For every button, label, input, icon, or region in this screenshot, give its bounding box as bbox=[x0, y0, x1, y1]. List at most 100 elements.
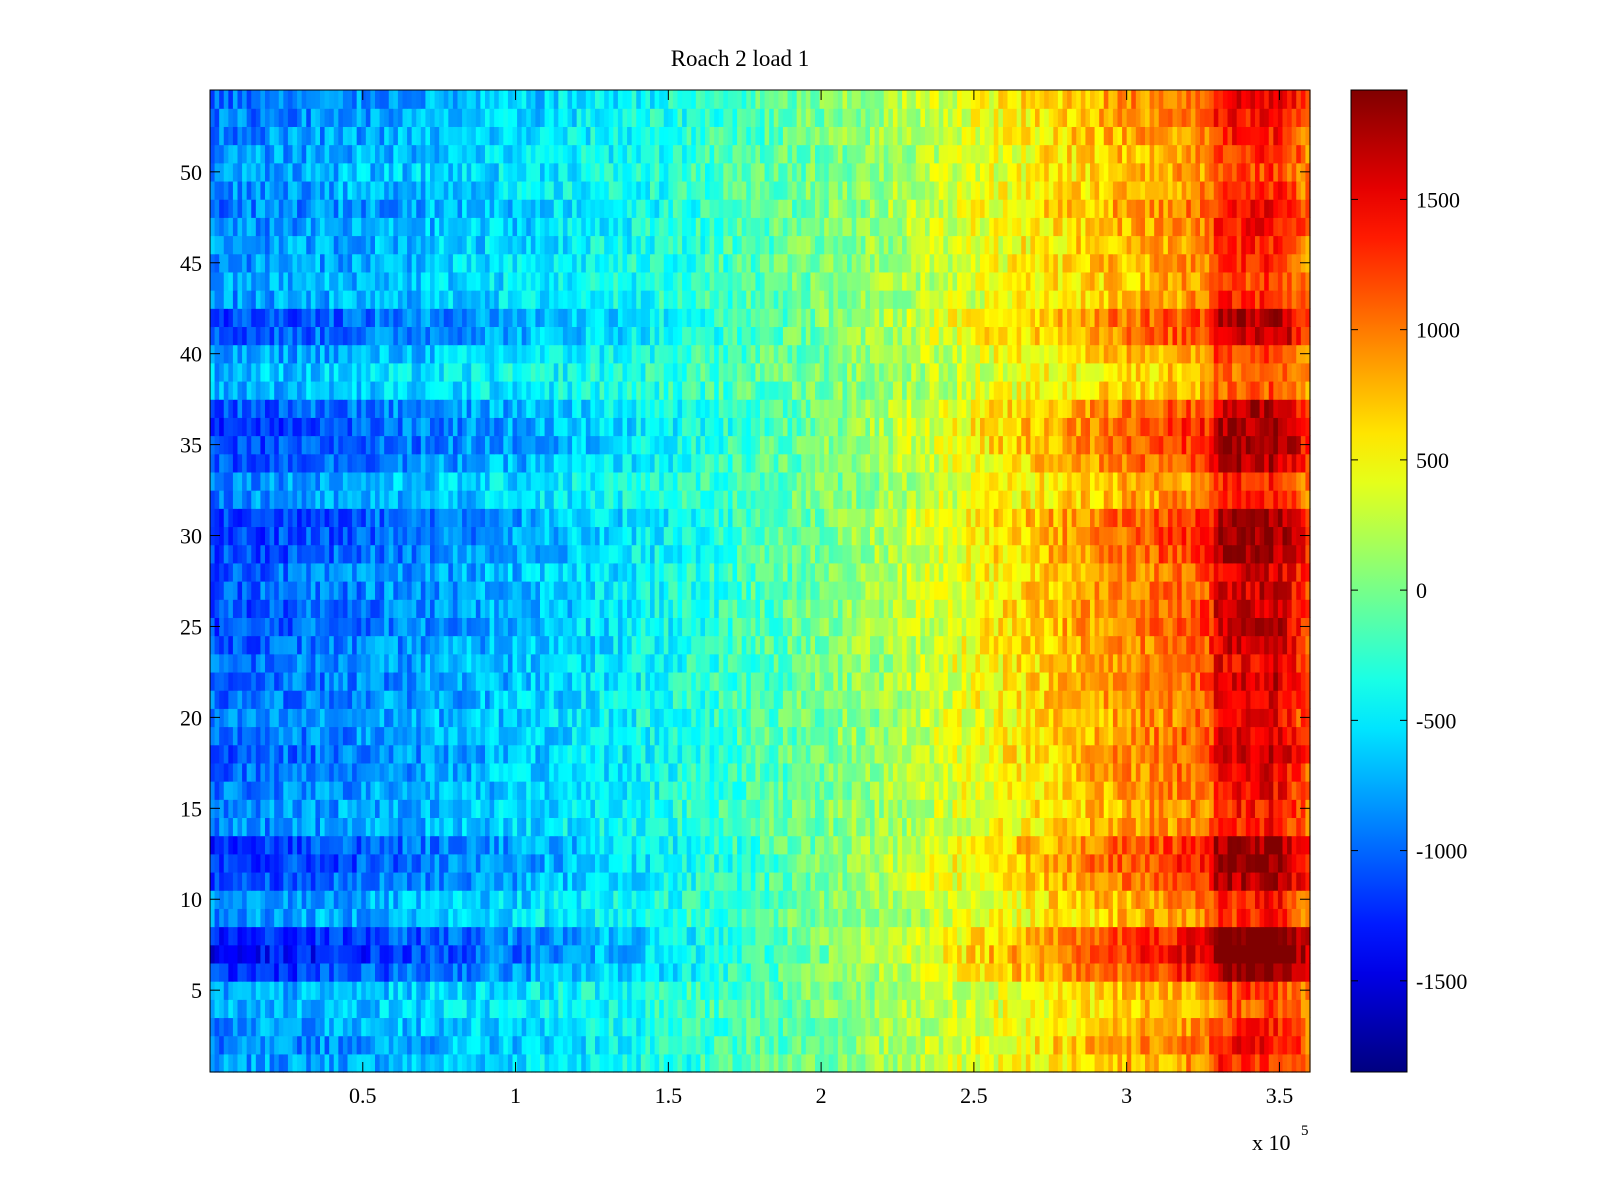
heatmap-cell bbox=[503, 817, 509, 837]
heatmap-cell bbox=[310, 799, 317, 819]
heatmap-cell bbox=[1181, 890, 1187, 909]
heatmap-cell bbox=[480, 1053, 486, 1073]
heatmap-cell bbox=[370, 781, 376, 800]
heatmap-cell bbox=[911, 1035, 917, 1055]
heatmap-cell bbox=[1195, 890, 1201, 909]
heatmap-cell bbox=[650, 726, 656, 746]
heatmap-cell bbox=[915, 762, 922, 782]
heatmap-cell bbox=[526, 690, 532, 709]
heatmap-cell bbox=[1273, 726, 1279, 746]
heatmap-cell bbox=[980, 817, 986, 837]
heatmap-cell bbox=[631, 926, 637, 946]
heatmap-cell bbox=[1025, 853, 1032, 873]
heatmap-cell bbox=[1282, 708, 1288, 728]
heatmap-cell bbox=[507, 908, 514, 928]
heatmap-cell bbox=[792, 1017, 798, 1037]
heatmap-cell bbox=[801, 944, 807, 964]
heatmap-cell bbox=[1200, 726, 1206, 746]
heatmap-cell bbox=[1035, 944, 1041, 964]
heatmap-cell bbox=[1030, 926, 1036, 946]
heatmap-cell bbox=[750, 708, 757, 728]
heatmap-cell bbox=[1195, 962, 1201, 982]
heatmap-cell bbox=[1053, 1017, 1059, 1037]
heatmap-cell bbox=[1255, 871, 1261, 891]
heatmap-cell bbox=[906, 962, 912, 982]
heatmap-cell bbox=[338, 690, 344, 709]
heatmap-cell bbox=[778, 817, 784, 837]
heatmap-cell bbox=[705, 708, 711, 728]
heatmap-cell bbox=[338, 835, 344, 855]
heatmap-cell bbox=[874, 835, 880, 855]
heatmap-cell bbox=[315, 871, 321, 891]
heatmap-cell bbox=[219, 744, 225, 764]
heatmap-cell bbox=[1282, 781, 1288, 800]
heatmap-cell bbox=[682, 908, 688, 928]
heatmap-cell bbox=[210, 726, 216, 746]
heatmap-cell bbox=[1062, 1035, 1068, 1055]
heatmap-cell bbox=[782, 1035, 789, 1055]
heatmap-cell bbox=[613, 853, 619, 873]
heatmap-cell bbox=[865, 1035, 871, 1055]
heatmap-cell bbox=[741, 871, 747, 891]
heatmap-cell bbox=[507, 871, 514, 891]
heatmap-cell bbox=[663, 781, 669, 800]
heatmap-cell bbox=[1250, 981, 1256, 1000]
heatmap-cell bbox=[1300, 908, 1307, 928]
heatmap-cell bbox=[1112, 853, 1119, 873]
heatmap-cell bbox=[402, 817, 408, 837]
heatmap-cell bbox=[828, 726, 834, 746]
heatmap-cell bbox=[420, 853, 427, 873]
heatmap-cell bbox=[379, 835, 385, 855]
heatmap-cell bbox=[1016, 981, 1022, 1000]
heatmap-cell bbox=[210, 817, 216, 837]
heatmap-cell bbox=[613, 908, 619, 928]
heatmap-cell bbox=[714, 890, 720, 909]
heatmap-cell bbox=[1277, 708, 1284, 728]
heatmap-cell bbox=[1213, 1017, 1219, 1037]
heatmap-cell bbox=[338, 853, 344, 873]
heatmap-cell bbox=[1021, 781, 1027, 800]
heatmap-cell bbox=[439, 835, 445, 855]
heatmap-cell bbox=[526, 871, 532, 891]
heatmap-cell bbox=[219, 726, 225, 746]
heatmap-cell bbox=[324, 708, 330, 728]
heatmap-cell bbox=[636, 1017, 642, 1037]
heatmap-cell bbox=[269, 908, 275, 928]
heatmap-cell bbox=[934, 1053, 940, 1073]
heatmap-cell bbox=[810, 926, 816, 946]
heatmap-cell bbox=[801, 817, 807, 837]
heatmap-cell bbox=[1126, 962, 1132, 982]
heatmap-cell bbox=[521, 981, 527, 1000]
heatmap-cell bbox=[764, 962, 770, 982]
heatmap-cell bbox=[407, 981, 413, 1000]
heatmap-cell bbox=[375, 999, 381, 1019]
heatmap-cell bbox=[741, 781, 747, 800]
heatmap-cell bbox=[682, 853, 688, 873]
heatmap-cell bbox=[1012, 726, 1018, 746]
heatmap-cell bbox=[1039, 908, 1045, 928]
heatmap-cell bbox=[966, 962, 972, 982]
heatmap-cell bbox=[1039, 871, 1045, 891]
heatmap-cell bbox=[595, 762, 601, 782]
heatmap-cell bbox=[260, 890, 266, 909]
heatmap-cell bbox=[443, 853, 449, 873]
heatmap-cell bbox=[1245, 762, 1252, 782]
heatmap-cell bbox=[1167, 835, 1174, 855]
heatmap-cell bbox=[439, 762, 445, 782]
heatmap-cell bbox=[847, 726, 853, 746]
heatmap-cell bbox=[324, 817, 330, 837]
heatmap-cell bbox=[920, 944, 926, 964]
heatmap-cell bbox=[1218, 817, 1224, 837]
heatmap-cell bbox=[1241, 926, 1247, 946]
heatmap-cell bbox=[915, 781, 922, 800]
heatmap-cell bbox=[636, 762, 642, 782]
heatmap-cell bbox=[622, 781, 628, 800]
heatmap-cell bbox=[824, 1017, 830, 1037]
heatmap-cell bbox=[668, 871, 674, 891]
heatmap-cell bbox=[764, 835, 770, 855]
heatmap-cell bbox=[824, 835, 830, 855]
heatmap-cell bbox=[1149, 817, 1155, 837]
heatmap-cell bbox=[1035, 853, 1041, 873]
heatmap-cell bbox=[287, 1017, 294, 1037]
heatmap-cell bbox=[682, 781, 688, 800]
